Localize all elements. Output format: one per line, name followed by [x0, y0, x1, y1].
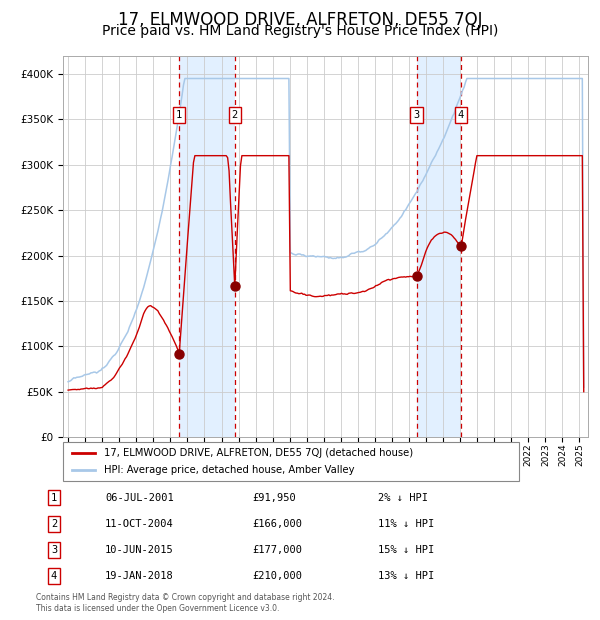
Text: 15% ↓ HPI: 15% ↓ HPI [378, 545, 434, 555]
Text: 3: 3 [51, 545, 57, 555]
Text: HPI: Average price, detached house, Amber Valley: HPI: Average price, detached house, Ambe… [104, 465, 355, 475]
Text: £177,000: £177,000 [252, 545, 302, 555]
Bar [416, 56, 461, 437]
Bar [179, 56, 235, 437]
Text: 4: 4 [51, 571, 57, 581]
Text: 2% ↓ HPI: 2% ↓ HPI [378, 493, 428, 503]
Text: 17, ELMWOOD DRIVE, ALFRETON, DE55 7QJ: 17, ELMWOOD DRIVE, ALFRETON, DE55 7QJ [118, 11, 482, 29]
Text: Contains HM Land Registry data © Crown copyright and database right 2024.
This d: Contains HM Land Registry data © Crown c… [36, 593, 335, 613]
Text: 2: 2 [232, 110, 238, 120]
Text: 4: 4 [458, 110, 464, 120]
Text: 19-JAN-2018: 19-JAN-2018 [105, 571, 174, 581]
Text: 06-JUL-2001: 06-JUL-2001 [105, 493, 174, 503]
Text: £210,000: £210,000 [252, 571, 302, 581]
Text: 1: 1 [176, 110, 182, 120]
Text: 3: 3 [413, 110, 419, 120]
Text: £91,950: £91,950 [252, 493, 296, 503]
Text: 1: 1 [51, 493, 57, 503]
Text: 2: 2 [51, 519, 57, 529]
Text: 11% ↓ HPI: 11% ↓ HPI [378, 519, 434, 529]
Text: 10-JUN-2015: 10-JUN-2015 [105, 545, 174, 555]
Text: Price paid vs. HM Land Registry's House Price Index (HPI): Price paid vs. HM Land Registry's House … [102, 24, 498, 38]
Text: 11-OCT-2004: 11-OCT-2004 [105, 519, 174, 529]
Text: 17, ELMWOOD DRIVE, ALFRETON, DE55 7QJ (detached house): 17, ELMWOOD DRIVE, ALFRETON, DE55 7QJ (d… [104, 448, 413, 458]
FancyBboxPatch shape [63, 442, 519, 481]
Text: 13% ↓ HPI: 13% ↓ HPI [378, 571, 434, 581]
Text: £166,000: £166,000 [252, 519, 302, 529]
